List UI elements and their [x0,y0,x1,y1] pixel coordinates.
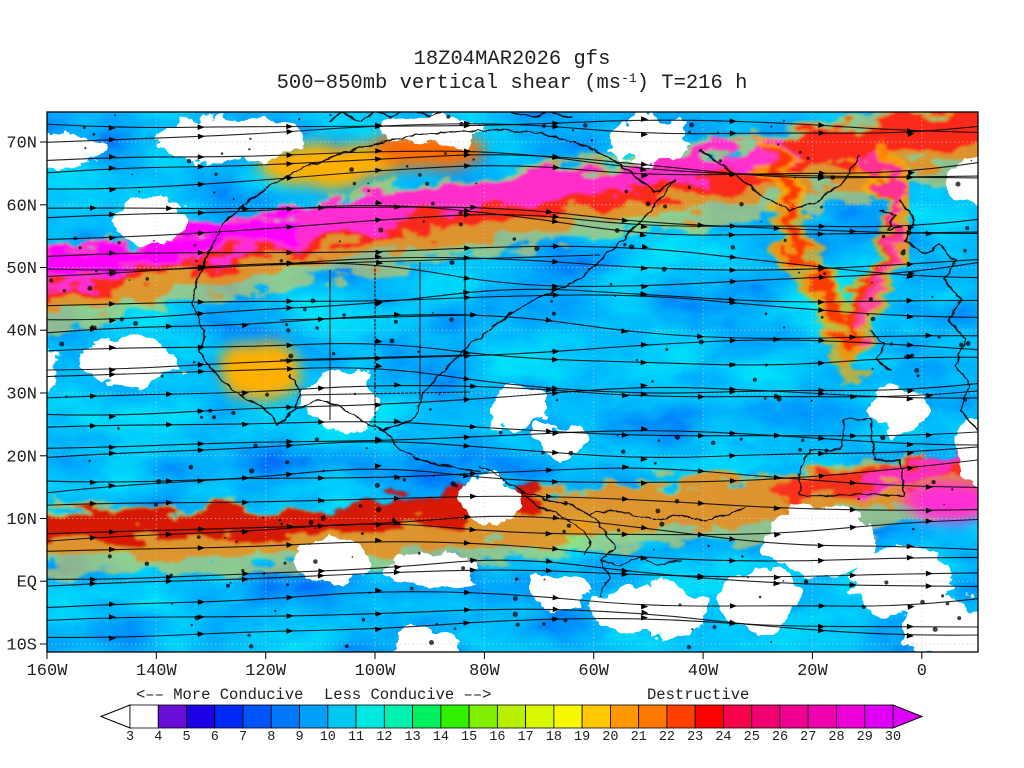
svg-text:60W: 60W [578,662,609,681]
svg-text:18Z04MAR2026 gfs: 18Z04MAR2026 gfs [414,48,611,71]
svg-text:27: 27 [800,730,816,745]
svg-text:3: 3 [126,730,134,745]
svg-text:11: 11 [348,730,364,745]
svg-text:100W: 100W [355,662,397,681]
svg-text:500−850mb vertical shear (ms-1: 500−850mb vertical shear (ms-1) T=216 h [277,71,748,95]
svg-text:6: 6 [211,730,219,745]
svg-text:21: 21 [631,730,647,745]
svg-text:24: 24 [715,730,731,745]
svg-text:29: 29 [857,730,873,745]
svg-text:30: 30 [885,730,901,745]
svg-text:17: 17 [518,730,534,745]
svg-text:14: 14 [433,730,449,745]
svg-text:Destructive: Destructive [647,686,749,704]
svg-text:EQ: EQ [17,574,37,593]
svg-text:25: 25 [744,730,760,745]
svg-text:15: 15 [461,730,477,745]
svg-text:20N: 20N [6,448,37,467]
svg-text:20: 20 [602,730,618,745]
svg-text:60N: 60N [6,197,37,216]
svg-text:70N: 70N [6,135,37,154]
svg-text:7: 7 [239,730,247,745]
svg-text:22: 22 [659,730,675,745]
svg-text:9: 9 [296,730,304,745]
svg-text:40N: 40N [6,323,37,342]
svg-text:160W: 160W [27,662,69,681]
svg-text:120W: 120W [245,662,287,681]
svg-text:30N: 30N [6,386,37,405]
svg-text:50N: 50N [6,260,37,279]
svg-text:0: 0 [917,662,927,681]
svg-text:4: 4 [154,730,162,745]
svg-text:18: 18 [546,730,562,745]
svg-text:19: 19 [574,730,590,745]
svg-text:10S: 10S [6,637,37,656]
svg-text:8: 8 [267,730,275,745]
svg-text:10: 10 [320,730,336,745]
svg-text:28: 28 [828,730,844,745]
svg-text:12: 12 [376,730,392,745]
svg-text:16: 16 [489,730,505,745]
svg-text:10N: 10N [6,511,37,530]
svg-text:<–– More Conducive: <–– More Conducive [136,686,303,704]
svg-text:140W: 140W [136,662,178,681]
svg-text:26: 26 [772,730,788,745]
svg-text:Less Conducive ––>: Less Conducive ––> [324,686,491,704]
svg-text:5: 5 [182,730,190,745]
svg-text:80W: 80W [469,662,500,681]
svg-text:40W: 40W [688,662,719,681]
svg-text:20W: 20W [797,662,828,681]
svg-text:23: 23 [687,730,703,745]
svg-text:13: 13 [404,730,420,745]
